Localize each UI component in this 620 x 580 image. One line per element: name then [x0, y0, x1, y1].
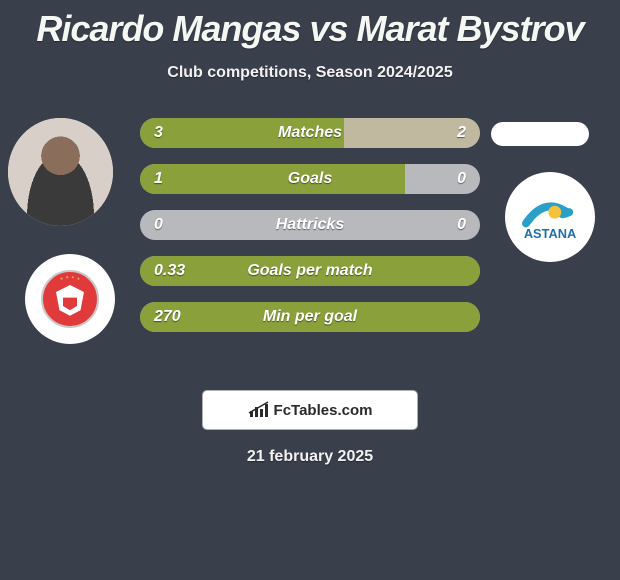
stat-value-right: 0 [457, 164, 466, 194]
club-left-badge [25, 254, 115, 344]
stat-row: 0.33Goals per match [140, 256, 480, 286]
stat-bars: 3Matches21Goals00Hattricks00.33Goals per… [140, 118, 480, 348]
stat-row: 270Min per goal [140, 302, 480, 332]
stat-label: Matches [140, 118, 480, 148]
stats-area: 3Matches21Goals00Hattricks00.33Goals per… [0, 118, 620, 378]
bar-chart-icon [248, 401, 270, 419]
svg-text:ASTANA: ASTANA [524, 226, 576, 241]
player-right-avatar [491, 122, 589, 146]
stat-row: 3Matches2 [140, 118, 480, 148]
club-right-badge: ASTANA [505, 172, 595, 262]
stat-label: Hattricks [140, 210, 480, 240]
comparison-card: Ricardo Mangas vs Marat Bystrov Club com… [0, 0, 620, 466]
stat-value-right: 2 [457, 118, 466, 148]
footer-brand-text: FcTables.com [274, 402, 373, 419]
avatar-placeholder-icon [8, 118, 113, 226]
stat-label: Goals per match [140, 256, 480, 286]
astana-logo-icon: ASTANA [510, 177, 590, 257]
subtitle: Club competitions, Season 2024/2025 [0, 64, 620, 82]
player-left-avatar [8, 118, 113, 226]
spartak-logo-icon [35, 264, 105, 334]
stat-row: 0Hattricks0 [140, 210, 480, 240]
footer-brand-box[interactable]: FcTables.com [202, 390, 418, 430]
page-title: Ricardo Mangas vs Marat Bystrov [0, 0, 620, 50]
comparison-date: 21 february 2025 [0, 448, 620, 466]
stat-row: 1Goals0 [140, 164, 480, 194]
stat-label: Min per goal [140, 302, 480, 332]
stat-label: Goals [140, 164, 480, 194]
stat-value-right: 0 [457, 210, 466, 240]
